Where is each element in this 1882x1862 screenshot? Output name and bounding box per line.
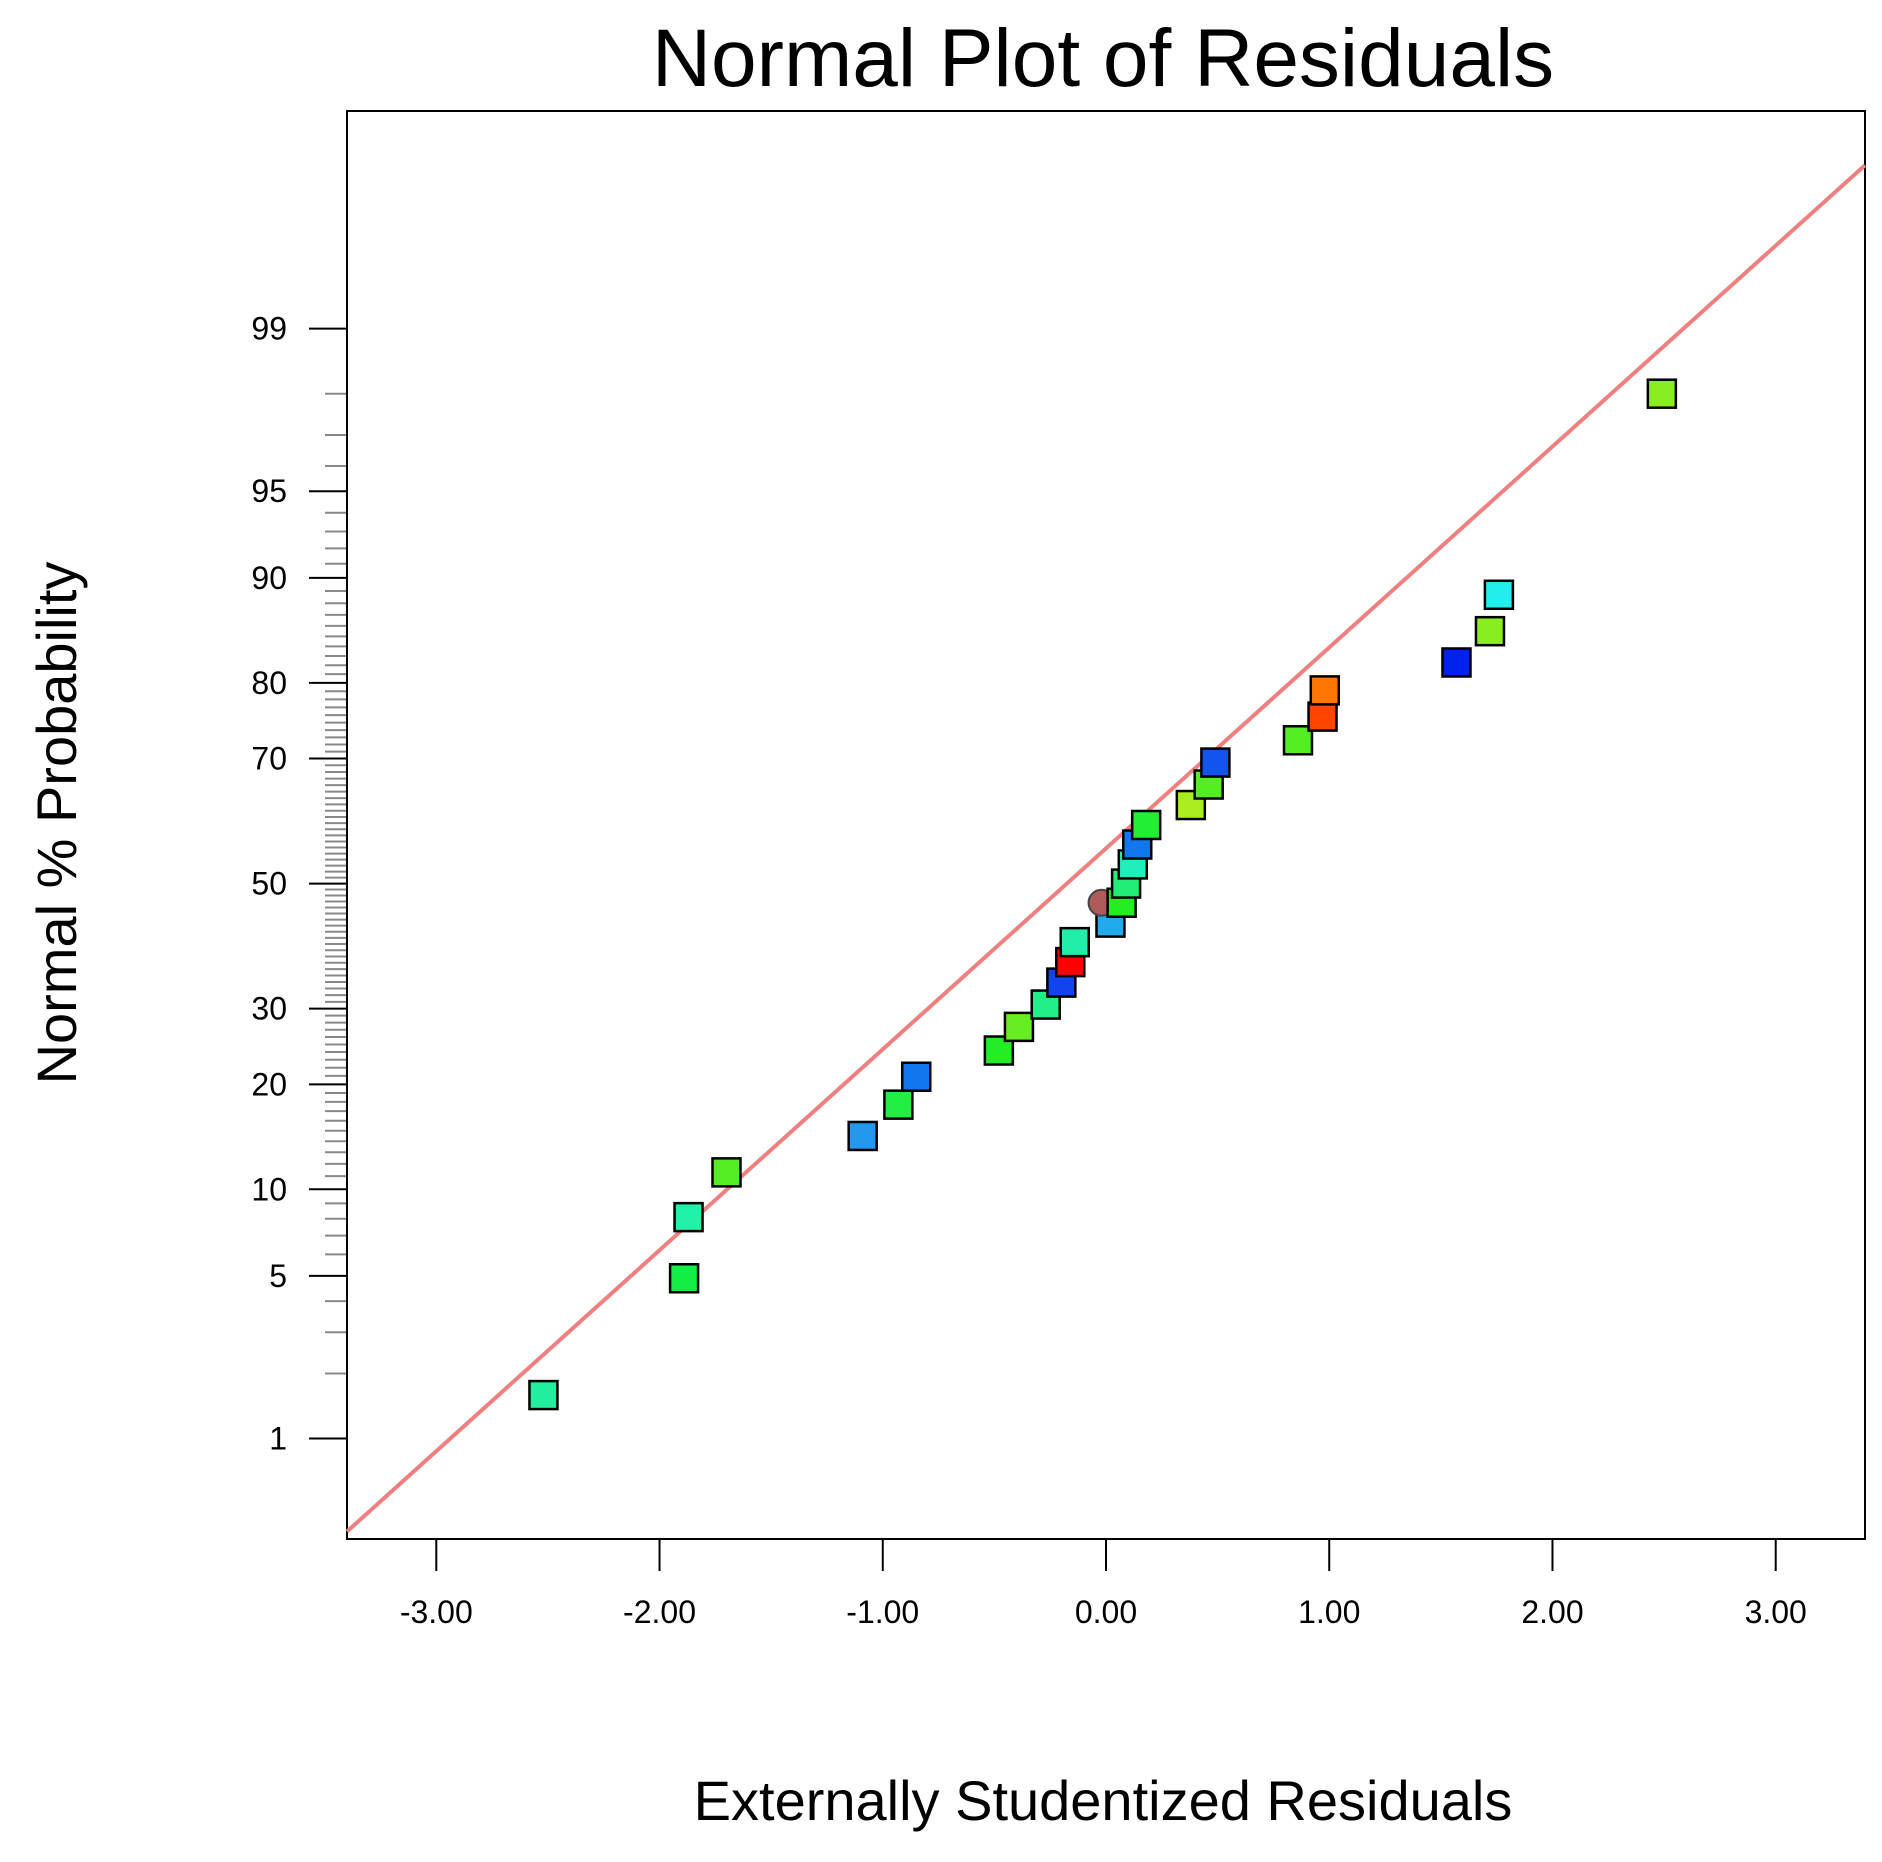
data-point <box>528 1379 559 1411</box>
y-minor-ticks <box>325 392 347 1375</box>
data-point <box>1200 747 1231 778</box>
y-tick-label: 20 <box>251 1066 287 1102</box>
data-point <box>847 1120 878 1152</box>
data-point <box>673 1201 704 1233</box>
y-axis-label: Normal % Probability <box>25 562 88 1085</box>
y-tick-label: 30 <box>251 991 287 1027</box>
reference-line <box>345 163 1867 1533</box>
x-tick-label: 0.00 <box>1075 1594 1137 1630</box>
data-point <box>901 1061 932 1093</box>
data-point <box>1003 1011 1035 1043</box>
y-tick-label: 5 <box>269 1258 287 1294</box>
data-point <box>1483 579 1515 611</box>
y-tick-label: 10 <box>251 1171 287 1207</box>
y-tick-label: 50 <box>251 866 287 902</box>
data-point <box>668 1263 700 1294</box>
data-point <box>1441 647 1472 678</box>
x-tick-label: 1.00 <box>1298 1594 1360 1630</box>
x-ticks: -3.00 -2.00 -1.00 0.00 1.00 2.00 3.00 <box>400 1539 1807 1630</box>
y-tick-label: 95 <box>251 473 287 509</box>
x-axis-label: Externally Studentized Residuals <box>694 1769 1513 1832</box>
data-point <box>1130 809 1162 841</box>
x-tick-label: -1.00 <box>846 1594 919 1630</box>
data-point <box>1474 615 1506 647</box>
y-tick-label: 80 <box>251 665 287 701</box>
data-points <box>528 378 1678 1411</box>
data-point <box>883 1089 914 1120</box>
data-point <box>1307 701 1338 732</box>
y-tick-label: 99 <box>251 311 287 347</box>
chart-title: Normal Plot of Residuals <box>652 13 1554 104</box>
y-tick-label: 1 <box>269 1420 287 1456</box>
data-point <box>711 1157 742 1188</box>
x-tick-label: 3.00 <box>1745 1594 1807 1630</box>
x-tick-label: -2.00 <box>623 1594 696 1630</box>
x-tick-label: 2.00 <box>1521 1594 1583 1630</box>
y-tick-label: 90 <box>251 560 287 596</box>
data-point <box>1030 989 1061 1020</box>
y-tick-label: 70 <box>251 740 287 776</box>
data-point <box>1646 378 1678 409</box>
data-point <box>1059 926 1090 958</box>
x-tick-label: -3.00 <box>400 1594 473 1630</box>
y-major-ticks: 1 5 10 20 30 50 70 80 90 95 99 <box>251 311 347 1456</box>
plot-area <box>345 163 1867 1533</box>
plot-frame <box>346 110 1866 1540</box>
data-point <box>1309 675 1341 706</box>
